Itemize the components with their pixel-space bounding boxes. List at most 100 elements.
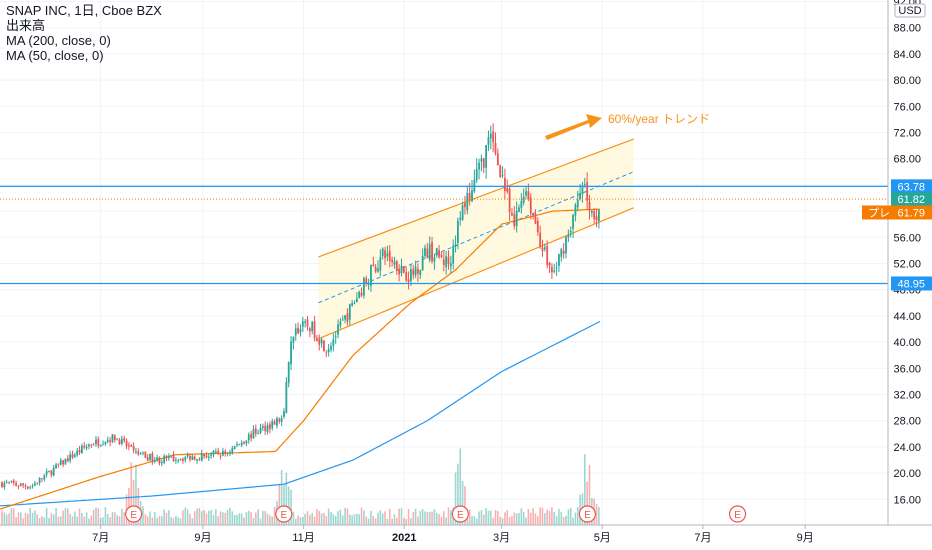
- candle-body: [271, 421, 274, 428]
- volume-bar: [52, 514, 55, 525]
- volume-bar: [271, 516, 274, 525]
- time-axis[interactable]: 7月 9月 11月 2021 3月 5月 7月 9月: [0, 524, 932, 544]
- current-price-badge[interactable]: [891, 192, 932, 207]
- candle-body: [308, 328, 311, 332]
- candle-body: [435, 248, 438, 256]
- candle-body: [480, 158, 483, 162]
- volume-bar: [97, 508, 100, 525]
- candle-body: [438, 250, 440, 257]
- candle-body: [36, 483, 39, 485]
- upper-line-badge[interactable]: [891, 179, 932, 194]
- candle-body: [421, 255, 424, 271]
- candle-body: [120, 438, 123, 444]
- trend-annotation[interactable]: 60%/year トレンド: [545, 112, 710, 140]
- candle-body: [576, 199, 579, 208]
- price-axis[interactable]: 92.0088.0084.0080.0076.0072.0068.0064.00…: [862, 0, 932, 525]
- lower-line-badge[interactable]: [891, 276, 932, 291]
- candle-body: [240, 442, 243, 446]
- candle-body: [412, 269, 415, 276]
- volume-bar: [504, 512, 506, 525]
- volume-bar: [163, 509, 165, 525]
- volume-bar: [78, 508, 81, 525]
- volume-bar: [238, 513, 241, 525]
- volume-bar: [520, 508, 523, 525]
- volume-bar: [255, 512, 257, 525]
- currency-badge[interactable]: [894, 3, 926, 18]
- earnings-marker-label: E: [734, 510, 741, 521]
- volume-bar: [419, 510, 422, 525]
- horizontal-lines[interactable]: [0, 185, 888, 285]
- candle-body: [50, 470, 53, 475]
- candle-body: [485, 145, 487, 168]
- channel-lower-line[interactable]: [318, 207, 634, 340]
- volume-bar: [287, 486, 290, 525]
- earnings-marker-icon[interactable]: [451, 505, 469, 523]
- candle-body: [327, 348, 330, 353]
- volume-bar: [377, 512, 379, 525]
- candle-body: [104, 442, 107, 444]
- candle-body: [222, 450, 224, 456]
- time-tick-label: 9月: [797, 532, 814, 544]
- candle-body: [125, 440, 128, 447]
- candle-body: [142, 452, 144, 454]
- volume-bar: [522, 512, 525, 525]
- volume-bar: [121, 508, 123, 525]
- time-tick-label: 7月: [694, 532, 711, 544]
- ma50-path: [0, 208, 600, 510]
- candle-body: [459, 217, 462, 220]
- volume-bar: [313, 516, 316, 525]
- candle-body: [301, 321, 304, 327]
- channel-upper-line[interactable]: [318, 138, 634, 258]
- candle-body: [17, 485, 20, 487]
- volume-bar: [20, 512, 22, 525]
- candle-body: [316, 337, 318, 341]
- volume-bar: [562, 517, 565, 525]
- upper-line-badge-value: 63.78: [897, 181, 925, 193]
- volume-bar: [598, 507, 600, 525]
- volume-bar: [29, 508, 31, 525]
- earnings-marker-icon[interactable]: [728, 505, 747, 523]
- candle-body: [551, 266, 553, 273]
- candle-body: [34, 483, 36, 486]
- price-tick-label: 88.00: [893, 23, 921, 35]
- earnings-marker-icon[interactable]: [578, 505, 597, 523]
- volume-bar: [102, 517, 104, 525]
- volume-bar: [123, 512, 125, 525]
- legend-ma200[interactable]: MA (200, close, 0): [6, 33, 111, 48]
- candle-body: [402, 266, 405, 273]
- volume-bar: [1, 510, 3, 525]
- volume-bar: [388, 509, 391, 525]
- candle-body: [5, 482, 8, 483]
- volume-bar: [175, 515, 177, 525]
- legend-volume[interactable]: 出来高: [6, 18, 46, 33]
- candle-body: [55, 464, 57, 469]
- earnings-marker-icon[interactable]: [275, 505, 293, 523]
- volume-bar: [428, 511, 431, 525]
- earnings-marker-icon[interactable]: [125, 505, 143, 523]
- volume-bar: [567, 509, 570, 525]
- volume-bar: [482, 514, 485, 525]
- volume-bar: [132, 479, 135, 525]
- legend-ma50[interactable]: MA (50, close, 0): [6, 48, 104, 63]
- candle-body: [193, 456, 196, 460]
- time-tick-label: 11月: [292, 532, 314, 544]
- premarket-badge[interactable]: [862, 205, 932, 220]
- volume-bar: [292, 511, 295, 525]
- candle-body: [24, 485, 27, 487]
- candle-body: [377, 268, 379, 272]
- candle-body: [555, 267, 558, 269]
- candle-body: [543, 247, 546, 250]
- candle-body: [447, 256, 450, 265]
- volume-bar: [59, 516, 62, 525]
- legend-title[interactable]: SNAP INC, 1日, Cboe BZX: [6, 3, 162, 18]
- candle-body: [106, 439, 109, 442]
- volume-bar: [283, 484, 285, 525]
- candle-body: [454, 244, 457, 247]
- candle-body: [323, 340, 325, 352]
- candle-body: [536, 221, 539, 233]
- trend-channel[interactable]: [318, 138, 634, 340]
- candle-body: [231, 448, 234, 453]
- price-tick-label: 36.00: [893, 363, 921, 375]
